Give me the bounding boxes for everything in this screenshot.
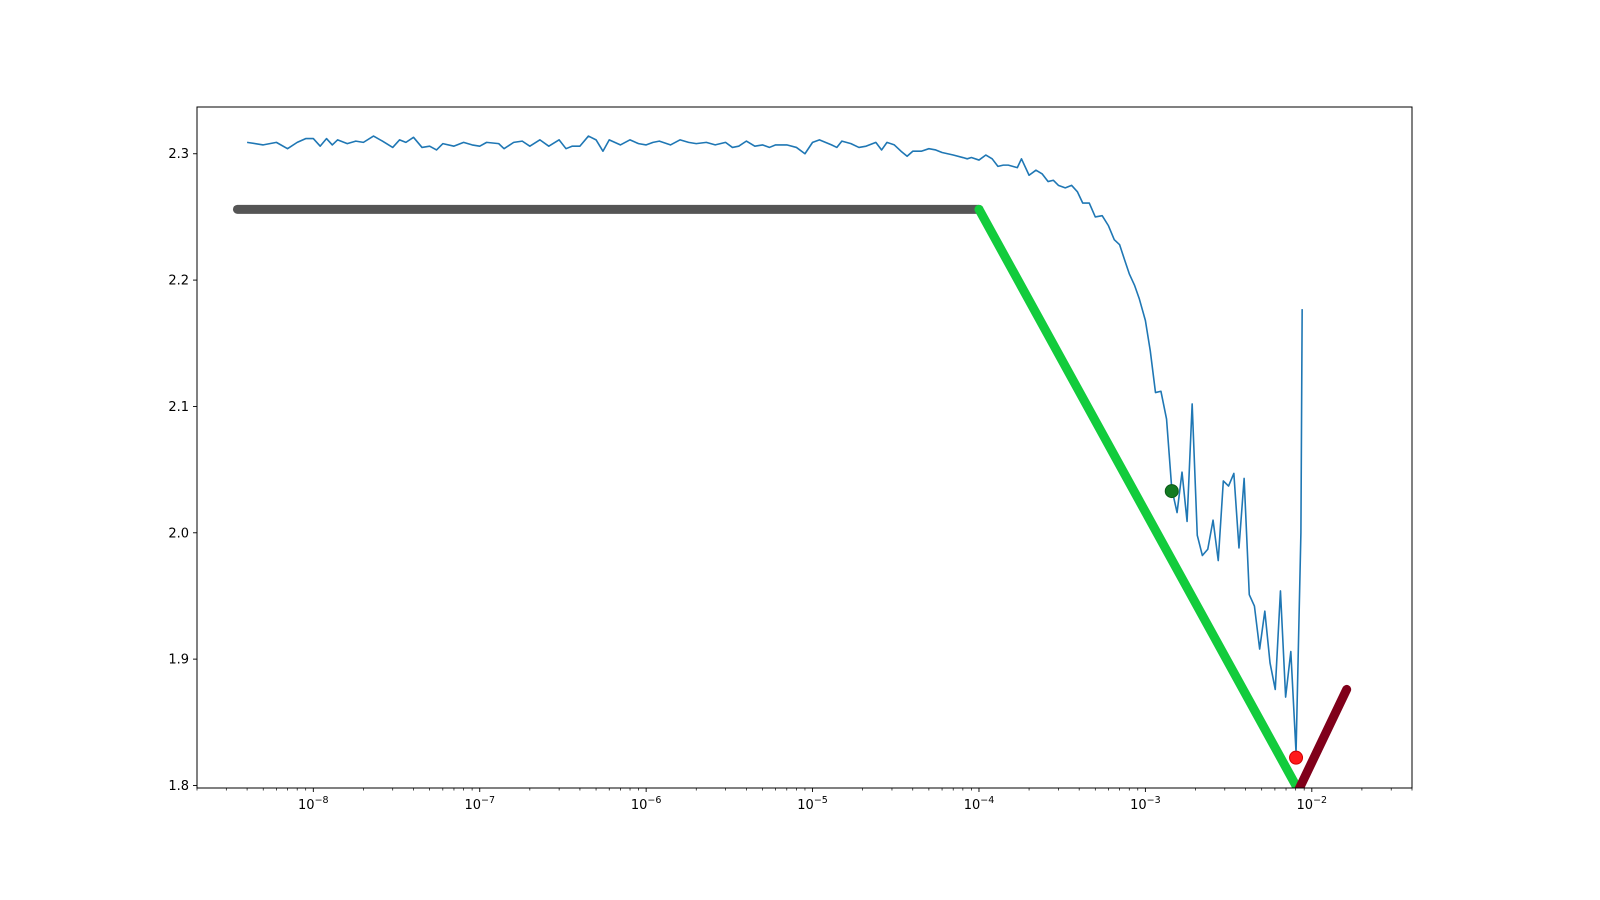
- series-layer: [232, 135, 1352, 788]
- y-tick-label: 2.2: [168, 274, 189, 289]
- x-tick-label: 10−5: [797, 795, 828, 813]
- x-tick-base: 10: [298, 798, 315, 813]
- y-tick-label: 2.0: [168, 526, 189, 541]
- x-tick-label: 10−2: [1297, 795, 1328, 813]
- x-tick-base: 10: [964, 798, 981, 813]
- plot-area: [232, 135, 1352, 788]
- y-tick-label: 1.8: [168, 779, 189, 794]
- series-0-line: [246, 135, 1303, 754]
- x-tick-exponent: −2: [1313, 795, 1327, 806]
- x-tick-label: 10−7: [464, 795, 495, 813]
- x-tick-exponent: −5: [814, 795, 828, 806]
- x-tick-base: 10: [631, 798, 648, 813]
- marker-point-1: [1289, 750, 1304, 765]
- x-tick-label: 10−4: [964, 795, 995, 813]
- marker-point-0: [1164, 484, 1179, 499]
- series-2-line: [974, 204, 1302, 788]
- x-tick-exponent: −7: [481, 795, 495, 806]
- y-axis: 1.8 1.9 2.0 2.1 2.2 2.3: [168, 147, 197, 794]
- y-tick-label: 2.1: [168, 400, 189, 415]
- x-tick-label: 10−3: [1130, 795, 1161, 813]
- y-tick-label: 2.3: [168, 147, 189, 162]
- x-tick-label: 10−6: [631, 795, 662, 813]
- x-axis: 10−8 10−7 10−6 10−5 10−4 10−3 10−2: [196, 788, 1413, 813]
- x-tick-base: 10: [1130, 798, 1147, 813]
- x-tick-base: 10: [1297, 798, 1314, 813]
- series-3-line: [1294, 684, 1352, 788]
- x-tick-exponent: −4: [980, 795, 994, 806]
- x-tick-exponent: −6: [647, 795, 661, 806]
- x-tick-base: 10: [797, 798, 814, 813]
- x-tick-base: 10: [464, 798, 481, 813]
- y-tick-label: 1.9: [168, 653, 189, 668]
- x-tick-exponent: −8: [315, 795, 329, 806]
- x-tick-exponent: −3: [1147, 795, 1161, 806]
- x-tick-label: 10−8: [298, 795, 329, 813]
- axes-frame: [196, 106, 1413, 789]
